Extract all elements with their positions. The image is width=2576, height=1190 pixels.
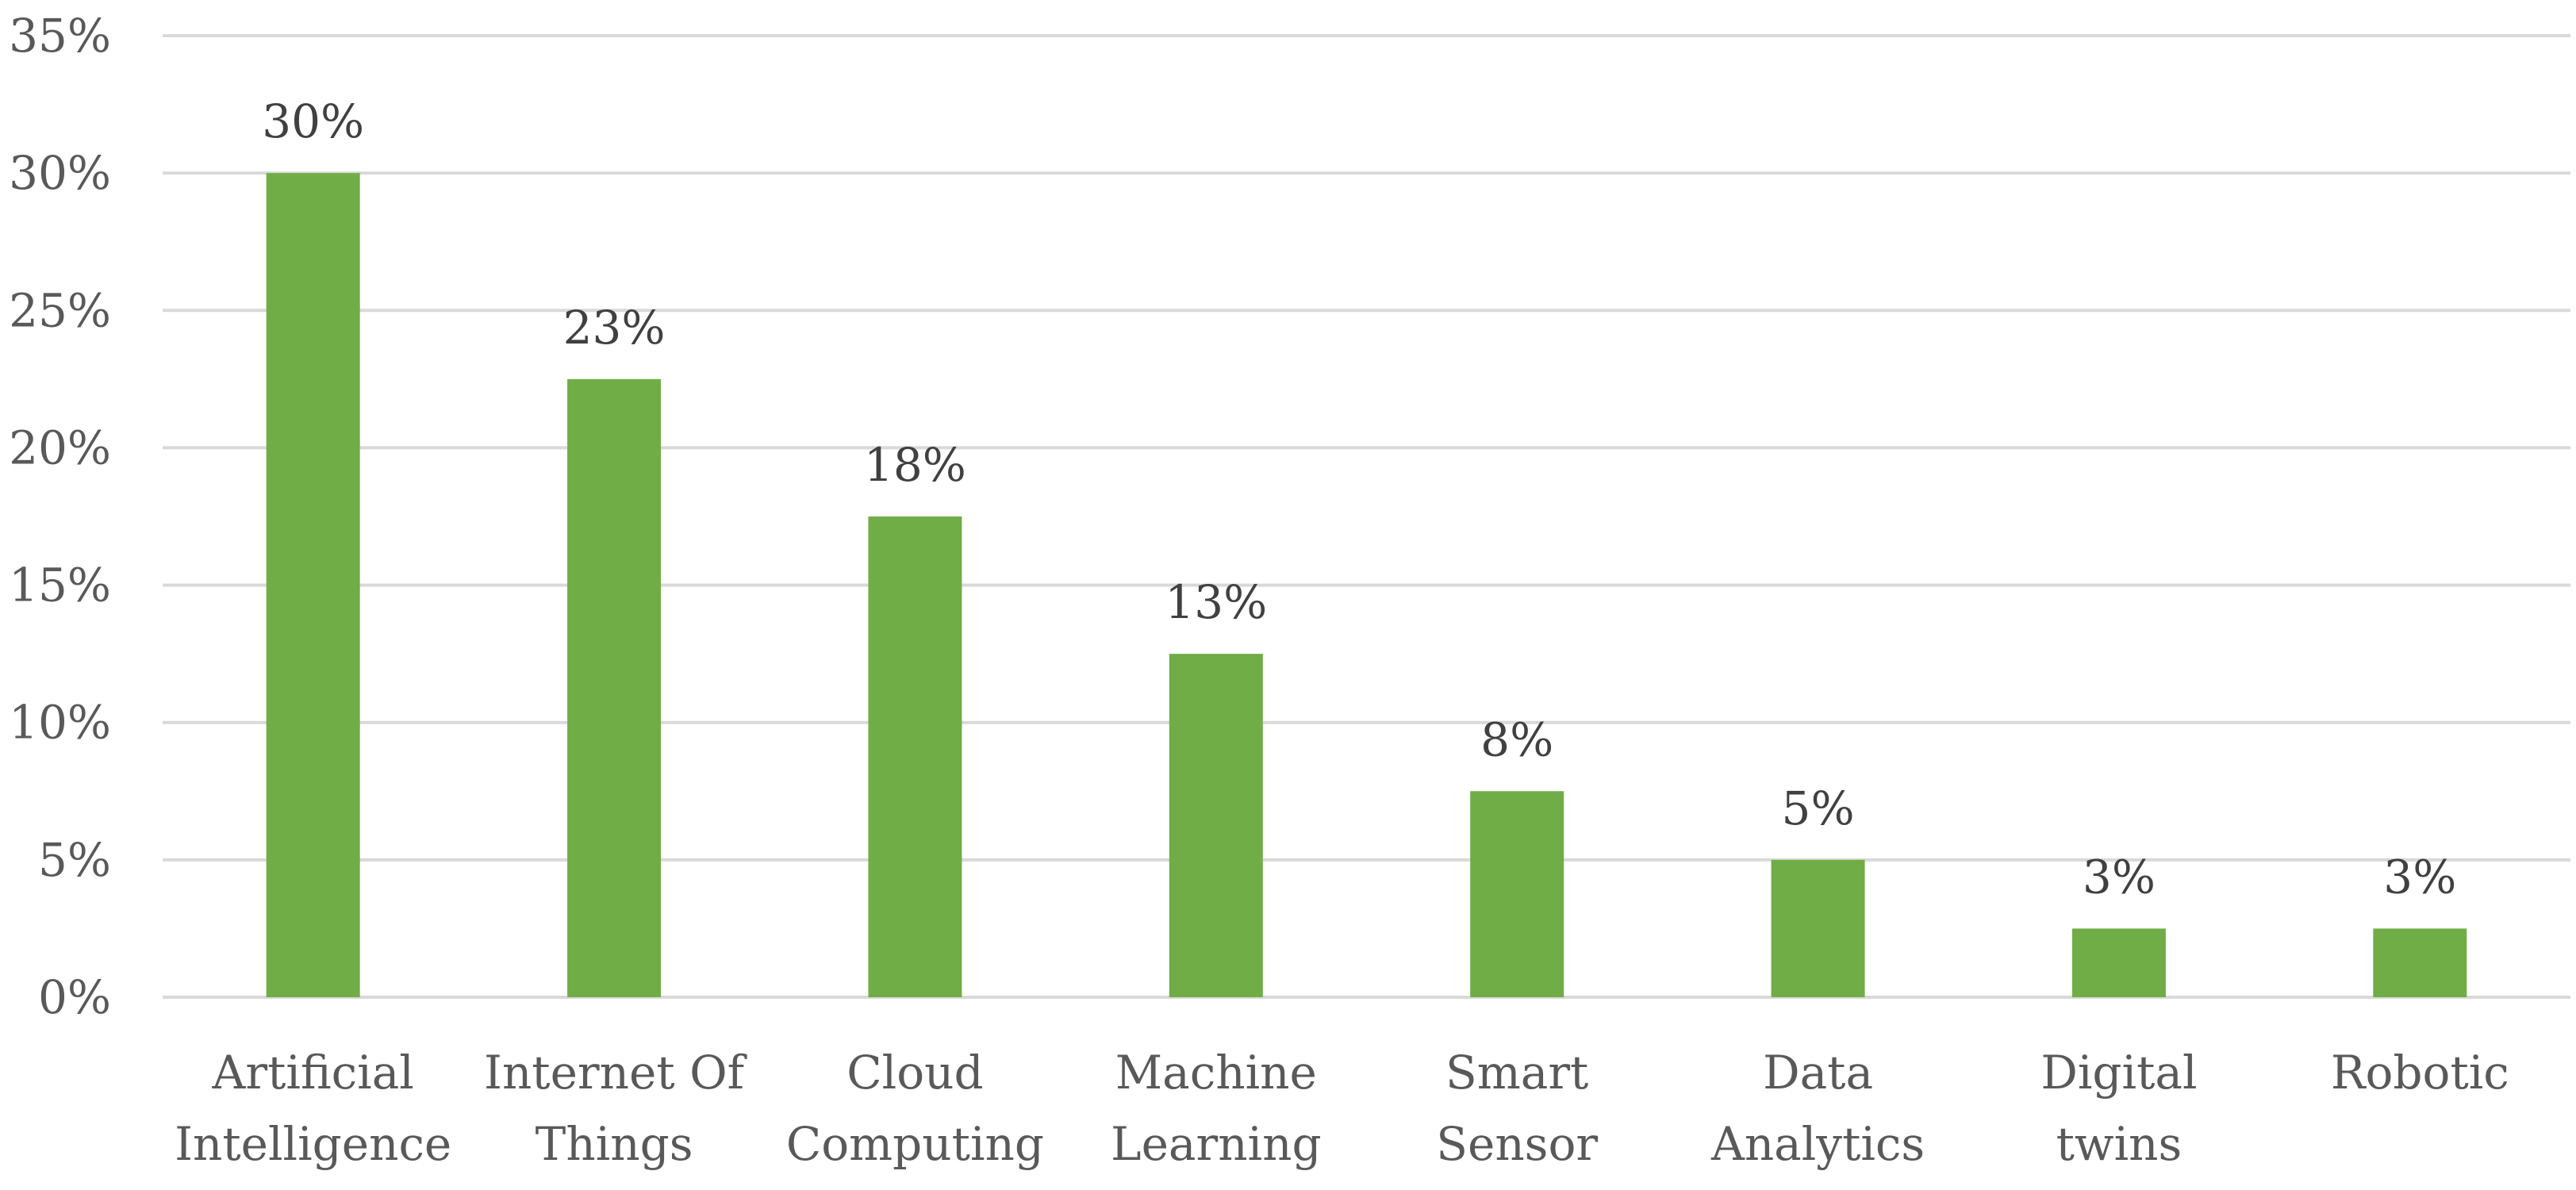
y-tick-label: 30% xyxy=(9,146,111,200)
y-tick-label: 20% xyxy=(9,420,111,474)
x-category-label: Digital xyxy=(2040,1046,2197,1100)
data-label: 5% xyxy=(1782,781,1855,835)
x-category-label: Internet Of xyxy=(484,1046,747,1100)
y-tick-label: 5% xyxy=(38,833,111,887)
x-category-label: Data xyxy=(1763,1046,1873,1100)
data-label: 3% xyxy=(2083,850,2156,904)
bar xyxy=(567,378,662,997)
x-category-label: Things xyxy=(536,1117,693,1171)
bar xyxy=(2071,928,2166,997)
data-label: 30% xyxy=(262,94,364,148)
x-category-label: Machine xyxy=(1115,1046,1317,1100)
bar xyxy=(1169,654,1263,997)
x-category-label: Intelligence xyxy=(175,1117,451,1171)
bar xyxy=(868,516,962,997)
gridlines xyxy=(163,34,2570,999)
x-category-label: Analytics xyxy=(1710,1117,1925,1171)
bars xyxy=(266,173,2467,998)
data-label: 18% xyxy=(864,438,966,492)
x-category-label: Sensor xyxy=(1436,1117,1598,1171)
data-label: 3% xyxy=(2383,850,2456,904)
bar xyxy=(266,173,360,998)
data-label: 8% xyxy=(1480,712,1553,766)
x-category-label: Robotic xyxy=(2331,1046,2509,1100)
data-label: 23% xyxy=(563,301,666,355)
bar xyxy=(1771,859,1865,997)
x-category-label: Computing xyxy=(786,1117,1044,1171)
y-axis-ticks: 0% 5% 10% 15% 20% 25% 30% 35% xyxy=(9,9,111,1024)
y-tick-label: 15% xyxy=(9,559,111,612)
y-tick-label: 25% xyxy=(9,283,111,337)
x-category-label: Cloud xyxy=(847,1046,983,1100)
x-category-label: Learning xyxy=(1111,1117,1322,1171)
x-axis-categories: Artificial Intelligence Internet Of Things C… xyxy=(175,1046,2509,1171)
y-tick-label: 35% xyxy=(9,9,111,63)
y-tick-label: 0% xyxy=(38,970,111,1024)
x-category-label: twins xyxy=(2056,1117,2182,1171)
data-labels: 30% 23% 18% 13% 8% 5% 3% 3% xyxy=(262,94,2456,904)
bar xyxy=(2373,928,2467,997)
bar xyxy=(1470,791,1564,997)
x-category-label: Artificial xyxy=(212,1046,414,1100)
data-label: 13% xyxy=(1165,575,1267,629)
x-category-label: Smart xyxy=(1445,1046,1588,1100)
y-tick-label: 10% xyxy=(9,696,111,750)
